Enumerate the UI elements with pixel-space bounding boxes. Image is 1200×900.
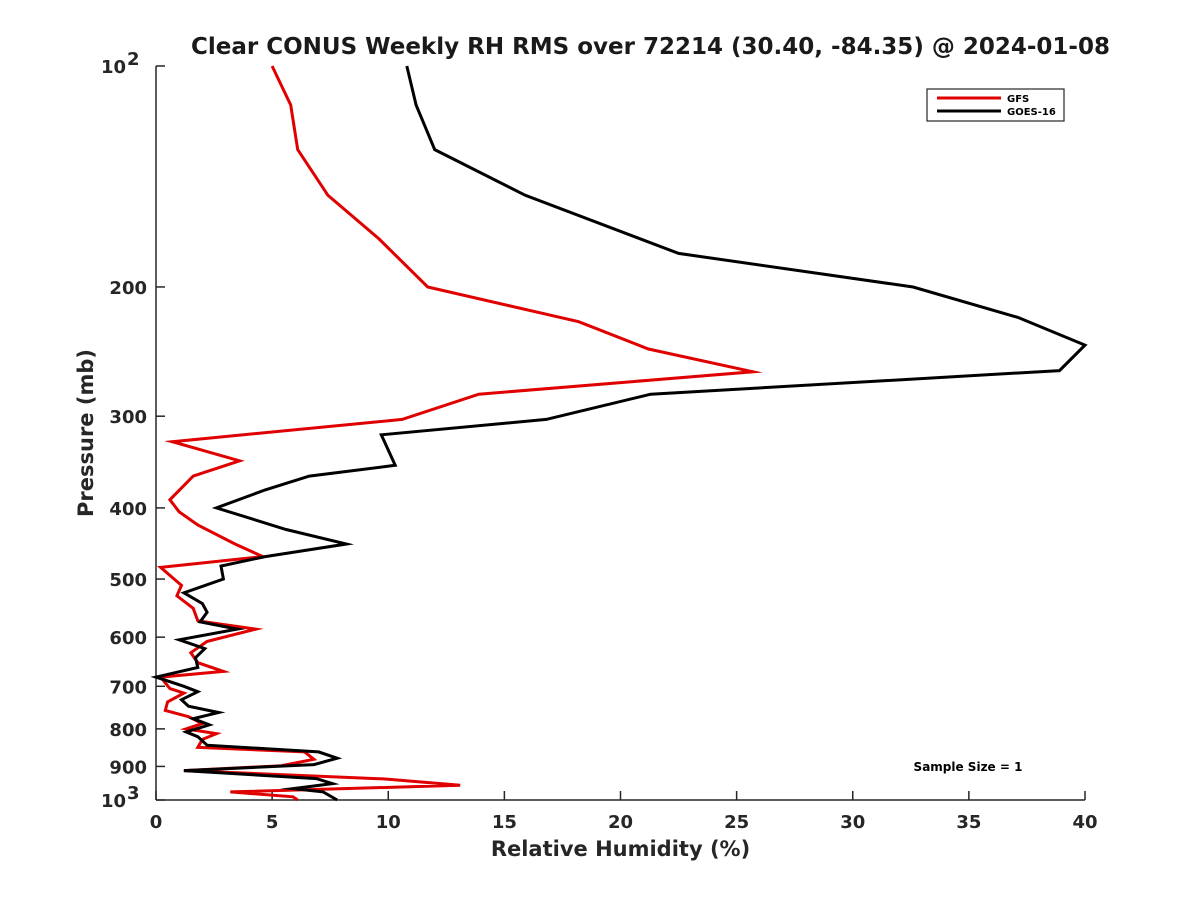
- x-tick-label: 25: [724, 812, 749, 833]
- y-tick-label: 500: [109, 570, 147, 591]
- x-tick-label: 30: [840, 812, 865, 833]
- y-tick-label: 800: [109, 720, 147, 741]
- chart-title: Clear CONUS Weekly RH RMS over 72214 (30…: [191, 34, 1110, 60]
- series-line-goes-16: [150, 65, 1088, 802]
- x-axis-label: Relative Humidity (%): [491, 837, 750, 861]
- x-tick-label: 20: [608, 812, 633, 833]
- series-line-gfs: [156, 65, 764, 802]
- y-tick-label: 600: [109, 628, 147, 649]
- legend-label: GOES-16: [1007, 107, 1056, 118]
- sample-size-annotation: Sample Size = 1: [914, 760, 1023, 774]
- y-tick-label: 10: [101, 791, 126, 812]
- y-tick-label: 300: [109, 407, 147, 428]
- y-tick-label: 10: [101, 57, 126, 78]
- y-tick-exponent: 3: [127, 783, 140, 804]
- y-tick-label: 200: [109, 278, 147, 299]
- x-tick-label: 0: [150, 812, 163, 833]
- y-tick-label: 900: [109, 757, 147, 778]
- y-tick-label: 400: [109, 499, 147, 520]
- y-axis-label: Pressure (mb): [74, 349, 98, 517]
- legend-box: [926, 88, 1065, 122]
- x-tick-label: 15: [492, 812, 517, 833]
- legend-label: GFS: [1007, 94, 1029, 105]
- x-tick-label: 5: [266, 812, 279, 833]
- x-tick-label: 40: [1072, 812, 1097, 833]
- y-tick-exponent: 2: [127, 49, 140, 70]
- y-tick-label: 700: [109, 677, 147, 698]
- x-tick-label: 10: [376, 812, 401, 833]
- x-tick-label: 35: [956, 812, 981, 833]
